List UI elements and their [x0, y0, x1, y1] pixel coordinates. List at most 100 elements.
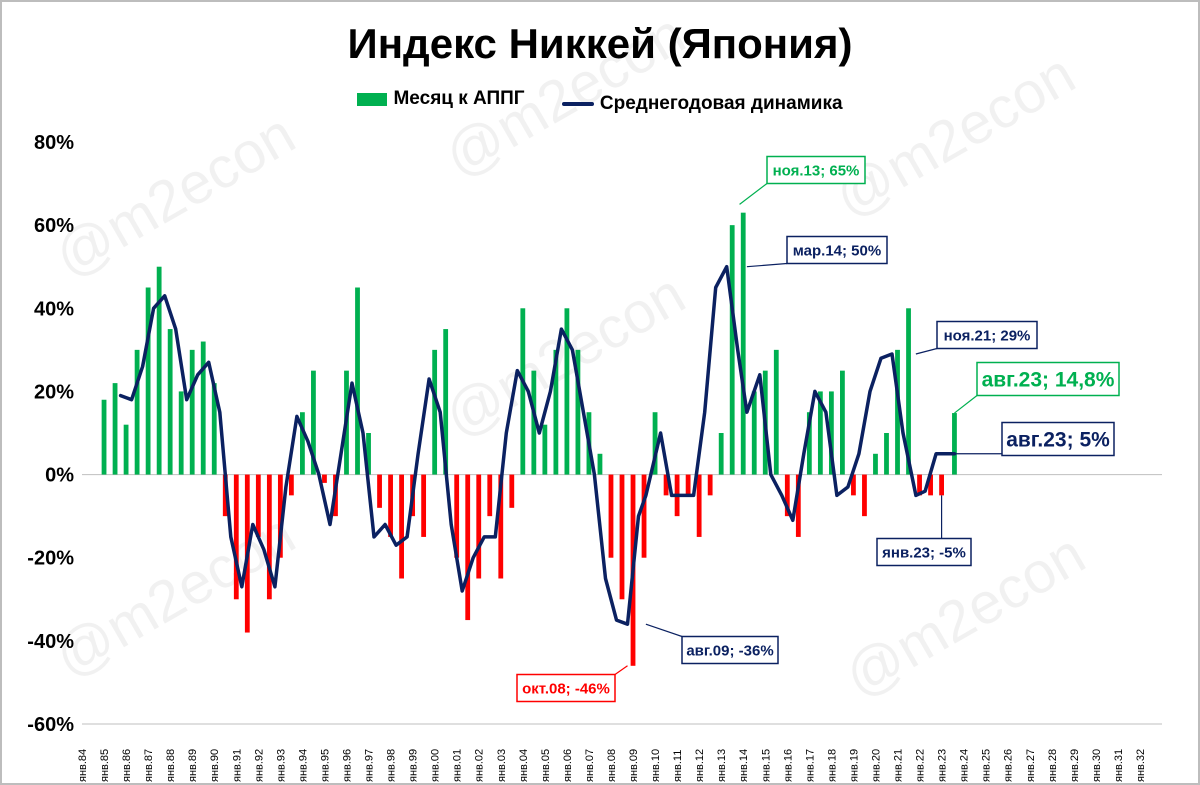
bar: [487, 474, 493, 517]
x-tick-label: янв.30: [1091, 749, 1103, 782]
x-tick-label: янв.10: [650, 749, 662, 782]
x-tick-label: янв.90: [209, 749, 221, 782]
chart-legend: Месяц к АППГ Среднегодовая динамика: [2, 88, 1198, 115]
bar: [751, 391, 757, 475]
x-tick-label: янв.98: [386, 749, 398, 782]
bar: [685, 474, 691, 496]
bar: [277, 474, 283, 558]
y-tick-label: 80%: [34, 132, 74, 154]
x-tick-label: янв.04: [518, 749, 530, 782]
x-tick-label: янв.85: [99, 749, 111, 782]
annotation-label: янв.23; -5%: [882, 544, 966, 561]
bar: [222, 474, 228, 517]
annotation-box: [876, 537, 972, 567]
legend-swatch-bars: [357, 92, 388, 106]
bar: [795, 474, 801, 537]
x-tick-label: янв.05: [540, 749, 552, 782]
bar: [884, 433, 889, 475]
bar: [443, 329, 449, 475]
bar: [520, 308, 526, 475]
annotation-box: [516, 673, 616, 703]
bar: [851, 474, 856, 496]
bar: [156, 266, 162, 475]
x-tick-label: янв.07: [584, 749, 596, 782]
annotation-label: ноя.13; 65%: [773, 162, 860, 179]
bar: [641, 474, 647, 558]
y-tick-label: -20%: [27, 548, 74, 570]
x-tick-label: янв.95: [319, 749, 331, 782]
x-tick-label: янв.97: [364, 749, 376, 782]
x-tick-label: янв.93: [275, 749, 287, 782]
bar: [652, 412, 658, 475]
legend-item-bars: Месяц к АППГ: [357, 88, 525, 110]
bar: [773, 349, 779, 475]
legend-label-bars: Месяц к АППГ: [393, 88, 525, 109]
bar: [542, 424, 548, 475]
x-tick-label: янв.92: [253, 749, 265, 782]
y-tick-label: -40%: [27, 631, 74, 653]
x-tick-label: янв.24: [959, 749, 971, 782]
annotation-label: авг.23; 5%: [1006, 429, 1110, 452]
bar: [233, 474, 239, 600]
x-tick-label: янв.86: [121, 749, 133, 782]
x-tick-label: янв.08: [606, 749, 618, 782]
x-tick-label: янв.32: [1135, 749, 1147, 782]
bar: [266, 474, 272, 600]
bar: [200, 341, 206, 475]
bar: [388, 474, 393, 537]
bar: [608, 474, 614, 558]
bar: [597, 453, 603, 475]
bar: [906, 308, 911, 475]
bar: [101, 399, 107, 475]
bar: [895, 349, 900, 475]
x-tick-label: янв.15: [760, 749, 772, 782]
x-tick-label: янв.99: [408, 749, 420, 782]
x-tick-label: янв.88: [165, 749, 177, 782]
bar: [531, 370, 537, 475]
bar: [873, 453, 878, 475]
y-tick-label: 20%: [34, 381, 74, 403]
annotation-label: авг.23; 14,8%: [982, 369, 1115, 392]
bar: [498, 474, 504, 579]
annotation-box: [786, 235, 888, 265]
x-tick-label: янв.03: [496, 749, 508, 782]
bar: [619, 474, 625, 600]
bar: [740, 212, 746, 475]
bar: [718, 433, 724, 475]
x-tick-label: янв.18: [826, 749, 838, 782]
bar: [817, 391, 823, 475]
x-tick-label: янв.09: [628, 749, 640, 782]
bar: [784, 474, 790, 517]
x-tick-label: янв.84: [77, 749, 89, 782]
annotation-leader: [645, 623, 683, 638]
annotation-box: [766, 155, 866, 185]
bar: [952, 413, 957, 475]
legend-swatch-line: [561, 101, 594, 106]
bar: [377, 474, 382, 508]
bar: [432, 349, 438, 475]
annotation-box: [976, 361, 1120, 397]
x-tick-label: янв.27: [1025, 749, 1037, 782]
bar: [189, 349, 195, 475]
x-tick-label: янв.02: [474, 749, 486, 782]
bar: [255, 474, 261, 537]
bar: [939, 474, 944, 496]
x-tick-label: янв.22: [915, 749, 927, 782]
series-line: [118, 264, 957, 626]
bar: [167, 329, 173, 475]
bar: [928, 474, 933, 496]
annotation-label: окт.08; -46%: [522, 680, 610, 697]
x-tick-label: янв.91: [231, 749, 243, 782]
x-tick-label: янв.31: [1113, 749, 1125, 782]
x-tick-label: янв.12: [694, 749, 706, 782]
bar: [707, 474, 713, 496]
bar: [399, 474, 404, 579]
bar: [828, 391, 834, 475]
x-tick-label: янв.87: [143, 749, 155, 782]
x-tick-label: янв.14: [738, 749, 750, 782]
bar: [564, 308, 570, 475]
annotation-box: [1001, 421, 1115, 457]
bar: [322, 474, 327, 483]
y-tick-label: 40%: [34, 298, 74, 320]
